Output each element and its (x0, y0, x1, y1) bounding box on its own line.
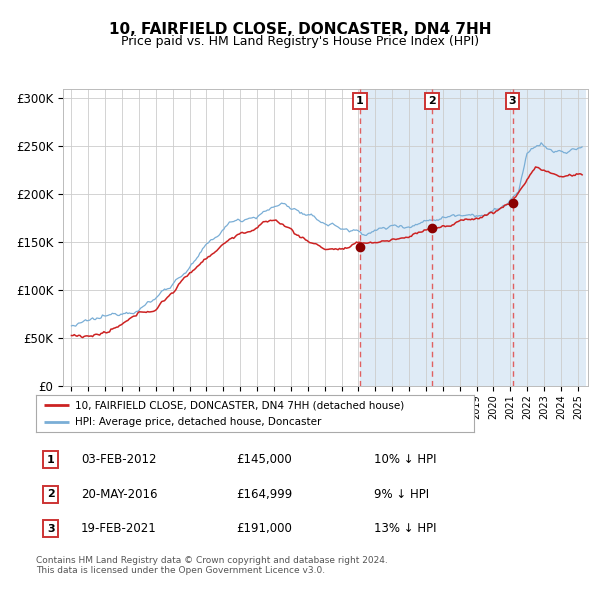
Text: Contains HM Land Registry data © Crown copyright and database right 2024.
This d: Contains HM Land Registry data © Crown c… (36, 556, 388, 575)
Bar (360, 88, 433, 386)
Bar (433, 88, 512, 386)
Bar (512, 88, 586, 386)
Text: 9% ↓ HPI: 9% ↓ HPI (374, 487, 429, 501)
Text: 3: 3 (509, 96, 517, 106)
Text: 10, FAIRFIELD CLOSE, DONCASTER, DN4 7HH: 10, FAIRFIELD CLOSE, DONCASTER, DN4 7HH (109, 22, 491, 37)
Text: £164,999: £164,999 (236, 487, 293, 501)
Text: Price paid vs. HM Land Registry's House Price Index (HPI): Price paid vs. HM Land Registry's House … (121, 35, 479, 48)
Text: 3: 3 (47, 524, 55, 533)
Text: 2: 2 (47, 489, 55, 499)
Text: 20-MAY-2016: 20-MAY-2016 (81, 487, 157, 501)
Text: 13% ↓ HPI: 13% ↓ HPI (374, 522, 436, 535)
Text: 1: 1 (47, 455, 55, 464)
Text: 10, FAIRFIELD CLOSE, DONCASTER, DN4 7HH (detached house): 10, FAIRFIELD CLOSE, DONCASTER, DN4 7HH … (76, 400, 404, 410)
Text: 2: 2 (428, 96, 436, 106)
Text: £191,000: £191,000 (236, 522, 293, 535)
Text: 03-FEB-2012: 03-FEB-2012 (81, 453, 157, 466)
Text: 10% ↓ HPI: 10% ↓ HPI (374, 453, 436, 466)
Text: £145,000: £145,000 (236, 453, 292, 466)
Text: 19-FEB-2021: 19-FEB-2021 (81, 522, 157, 535)
Text: HPI: Average price, detached house, Doncaster: HPI: Average price, detached house, Donc… (76, 417, 322, 427)
Text: 1: 1 (356, 96, 364, 106)
